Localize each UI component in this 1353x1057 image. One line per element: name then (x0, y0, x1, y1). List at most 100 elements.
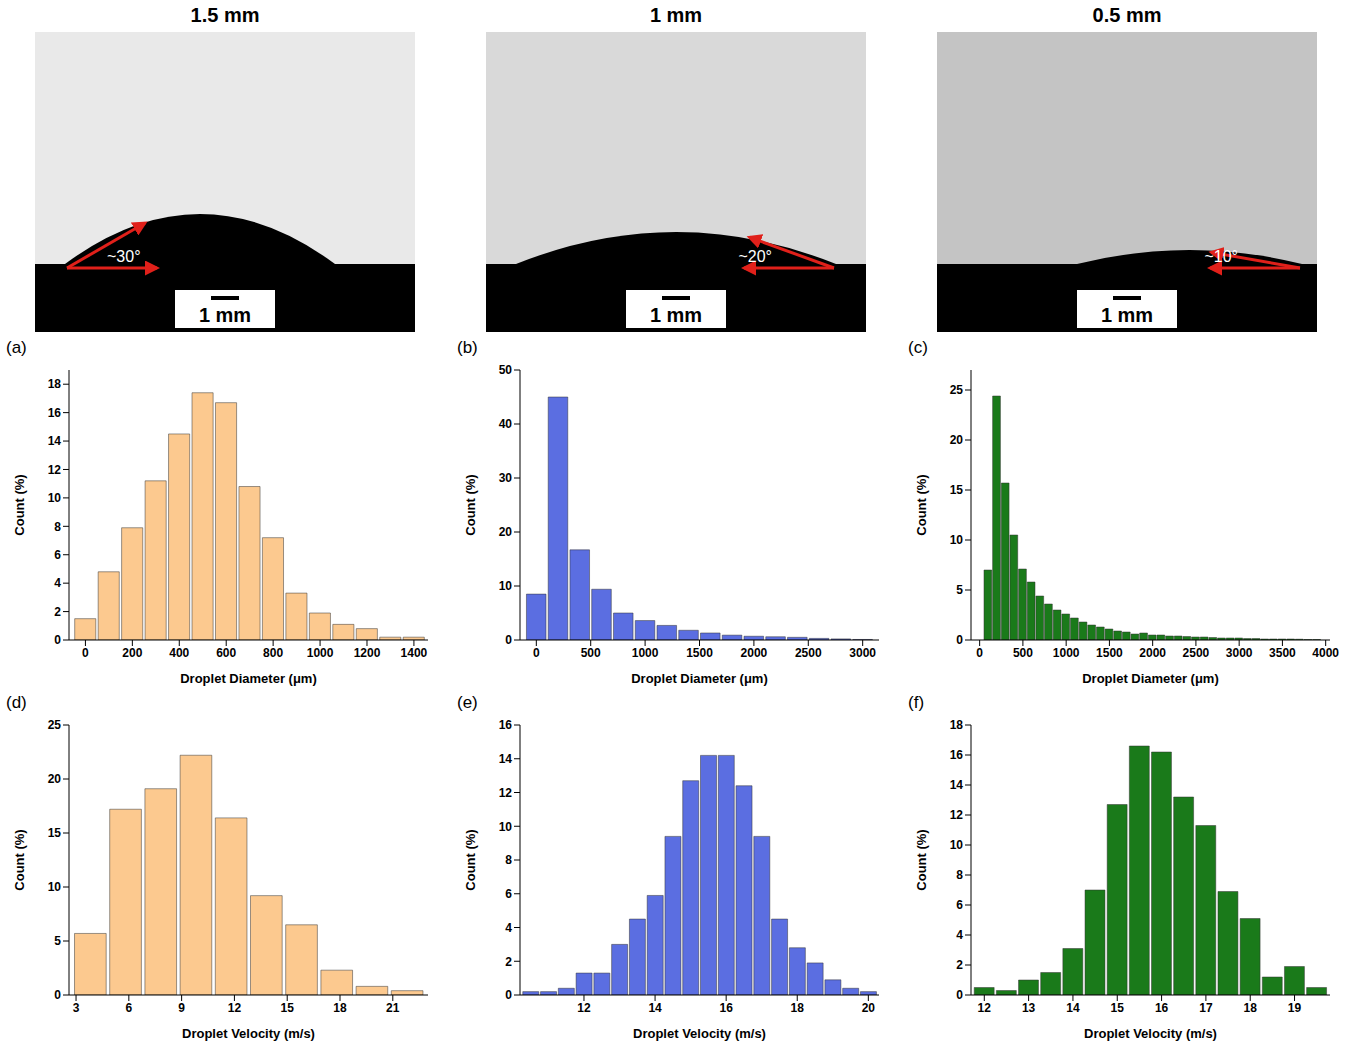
svg-text:1 mm: 1 mm (199, 304, 251, 326)
svg-text:Count (%): Count (%) (463, 829, 478, 890)
svg-text:13: 13 (1022, 1001, 1036, 1015)
svg-text:15: 15 (281, 1001, 295, 1015)
svg-text:21: 21 (386, 1001, 400, 1015)
svg-text:Droplet Velocity (m/s): Droplet Velocity (m/s) (1084, 1026, 1217, 1041)
svg-text:8: 8 (505, 853, 512, 867)
svg-text:0: 0 (976, 646, 983, 660)
svg-text:19: 19 (1288, 1001, 1302, 1015)
svg-text:16: 16 (1155, 1001, 1169, 1015)
svg-text:25: 25 (950, 383, 964, 397)
svg-text:Count (%): Count (%) (914, 829, 929, 890)
svg-text:12: 12 (48, 463, 62, 477)
svg-text:8: 8 (54, 520, 61, 534)
svg-text:12: 12 (950, 808, 964, 822)
svg-text:1 mm: 1 mm (650, 304, 702, 326)
svg-text:0: 0 (956, 988, 963, 1002)
svg-text:20: 20 (499, 525, 513, 539)
svg-text:10: 10 (499, 579, 513, 593)
svg-text:14: 14 (499, 752, 513, 766)
svg-text:200: 200 (122, 646, 142, 660)
svg-text:12: 12 (577, 1001, 591, 1015)
svg-text:18: 18 (48, 377, 62, 391)
svg-text:10: 10 (950, 838, 964, 852)
svg-text:1000: 1000 (307, 646, 334, 660)
svg-text:Droplet Diameter (μm): Droplet Diameter (μm) (180, 671, 317, 686)
svg-text:400: 400 (169, 646, 189, 660)
svg-text:15: 15 (48, 826, 62, 840)
svg-text:6: 6 (505, 887, 512, 901)
svg-text:1 mm: 1 mm (1101, 304, 1153, 326)
svg-text:Droplet Diameter (μm): Droplet Diameter (μm) (631, 671, 768, 686)
svg-text:10: 10 (48, 491, 62, 505)
svg-text:~20°: ~20° (738, 248, 772, 265)
svg-text:9: 9 (178, 1001, 185, 1015)
svg-text:14: 14 (1066, 1001, 1080, 1015)
svg-text:4000: 4000 (1312, 646, 1339, 660)
svg-text:8: 8 (956, 868, 963, 882)
svg-text:~30°: ~30° (107, 248, 141, 265)
svg-text:4: 4 (54, 576, 61, 590)
svg-text:17: 17 (1199, 1001, 1213, 1015)
svg-text:0: 0 (54, 633, 61, 647)
svg-text:0: 0 (505, 633, 512, 647)
svg-text:1000: 1000 (1053, 646, 1080, 660)
svg-text:18: 18 (950, 718, 964, 732)
svg-text:14: 14 (48, 434, 62, 448)
svg-text:16: 16 (719, 1001, 733, 1015)
svg-text:3500: 3500 (1269, 646, 1296, 660)
svg-text:16: 16 (48, 406, 62, 420)
svg-text:2000: 2000 (1139, 646, 1166, 660)
svg-text:14: 14 (648, 1001, 662, 1015)
svg-text:2000: 2000 (741, 646, 768, 660)
svg-text:2500: 2500 (795, 646, 822, 660)
svg-text:3000: 3000 (849, 646, 876, 660)
svg-text:10: 10 (950, 533, 964, 547)
svg-text:0: 0 (82, 646, 89, 660)
svg-text:20: 20 (862, 1001, 876, 1015)
svg-text:5: 5 (956, 583, 963, 597)
svg-text:2: 2 (956, 958, 963, 972)
svg-text:500: 500 (1013, 646, 1033, 660)
svg-text:2: 2 (505, 955, 512, 969)
svg-text:1500: 1500 (1096, 646, 1123, 660)
svg-text:18: 18 (1244, 1001, 1258, 1015)
svg-text:4: 4 (956, 928, 963, 942)
svg-text:1200: 1200 (354, 646, 381, 660)
svg-text:0: 0 (505, 988, 512, 1002)
svg-text:25: 25 (48, 718, 62, 732)
svg-text:6: 6 (125, 1001, 132, 1015)
svg-text:4: 4 (505, 921, 512, 935)
svg-text:30: 30 (499, 471, 513, 485)
svg-text:20: 20 (48, 772, 62, 786)
svg-text:18: 18 (791, 1001, 805, 1015)
svg-text:10: 10 (499, 820, 513, 834)
svg-text:14: 14 (950, 778, 964, 792)
svg-text:Droplet Velocity (m/s): Droplet Velocity (m/s) (633, 1026, 766, 1041)
svg-text:Count (%): Count (%) (12, 474, 27, 535)
svg-text:12: 12 (228, 1001, 242, 1015)
svg-text:0: 0 (54, 988, 61, 1002)
svg-text:Count (%): Count (%) (463, 474, 478, 535)
svg-text:18: 18 (333, 1001, 347, 1015)
svg-text:~10°: ~10° (1204, 248, 1238, 265)
svg-text:Count (%): Count (%) (914, 474, 929, 535)
svg-text:600: 600 (216, 646, 236, 660)
svg-text:0: 0 (533, 646, 540, 660)
svg-text:20: 20 (950, 433, 964, 447)
svg-text:6: 6 (956, 898, 963, 912)
svg-text:16: 16 (950, 748, 964, 762)
svg-text:Droplet Diameter (μm): Droplet Diameter (μm) (1082, 671, 1219, 686)
svg-text:16: 16 (499, 718, 513, 732)
svg-text:1400: 1400 (401, 646, 428, 660)
svg-text:12: 12 (499, 786, 513, 800)
svg-text:2: 2 (54, 605, 61, 619)
svg-text:5: 5 (54, 934, 61, 948)
svg-text:12: 12 (978, 1001, 992, 1015)
svg-text:Count (%): Count (%) (12, 829, 27, 890)
svg-text:15: 15 (950, 483, 964, 497)
svg-text:40: 40 (499, 417, 513, 431)
svg-text:10: 10 (48, 880, 62, 894)
svg-text:3000: 3000 (1226, 646, 1253, 660)
svg-text:800: 800 (263, 646, 283, 660)
svg-text:2500: 2500 (1183, 646, 1210, 660)
